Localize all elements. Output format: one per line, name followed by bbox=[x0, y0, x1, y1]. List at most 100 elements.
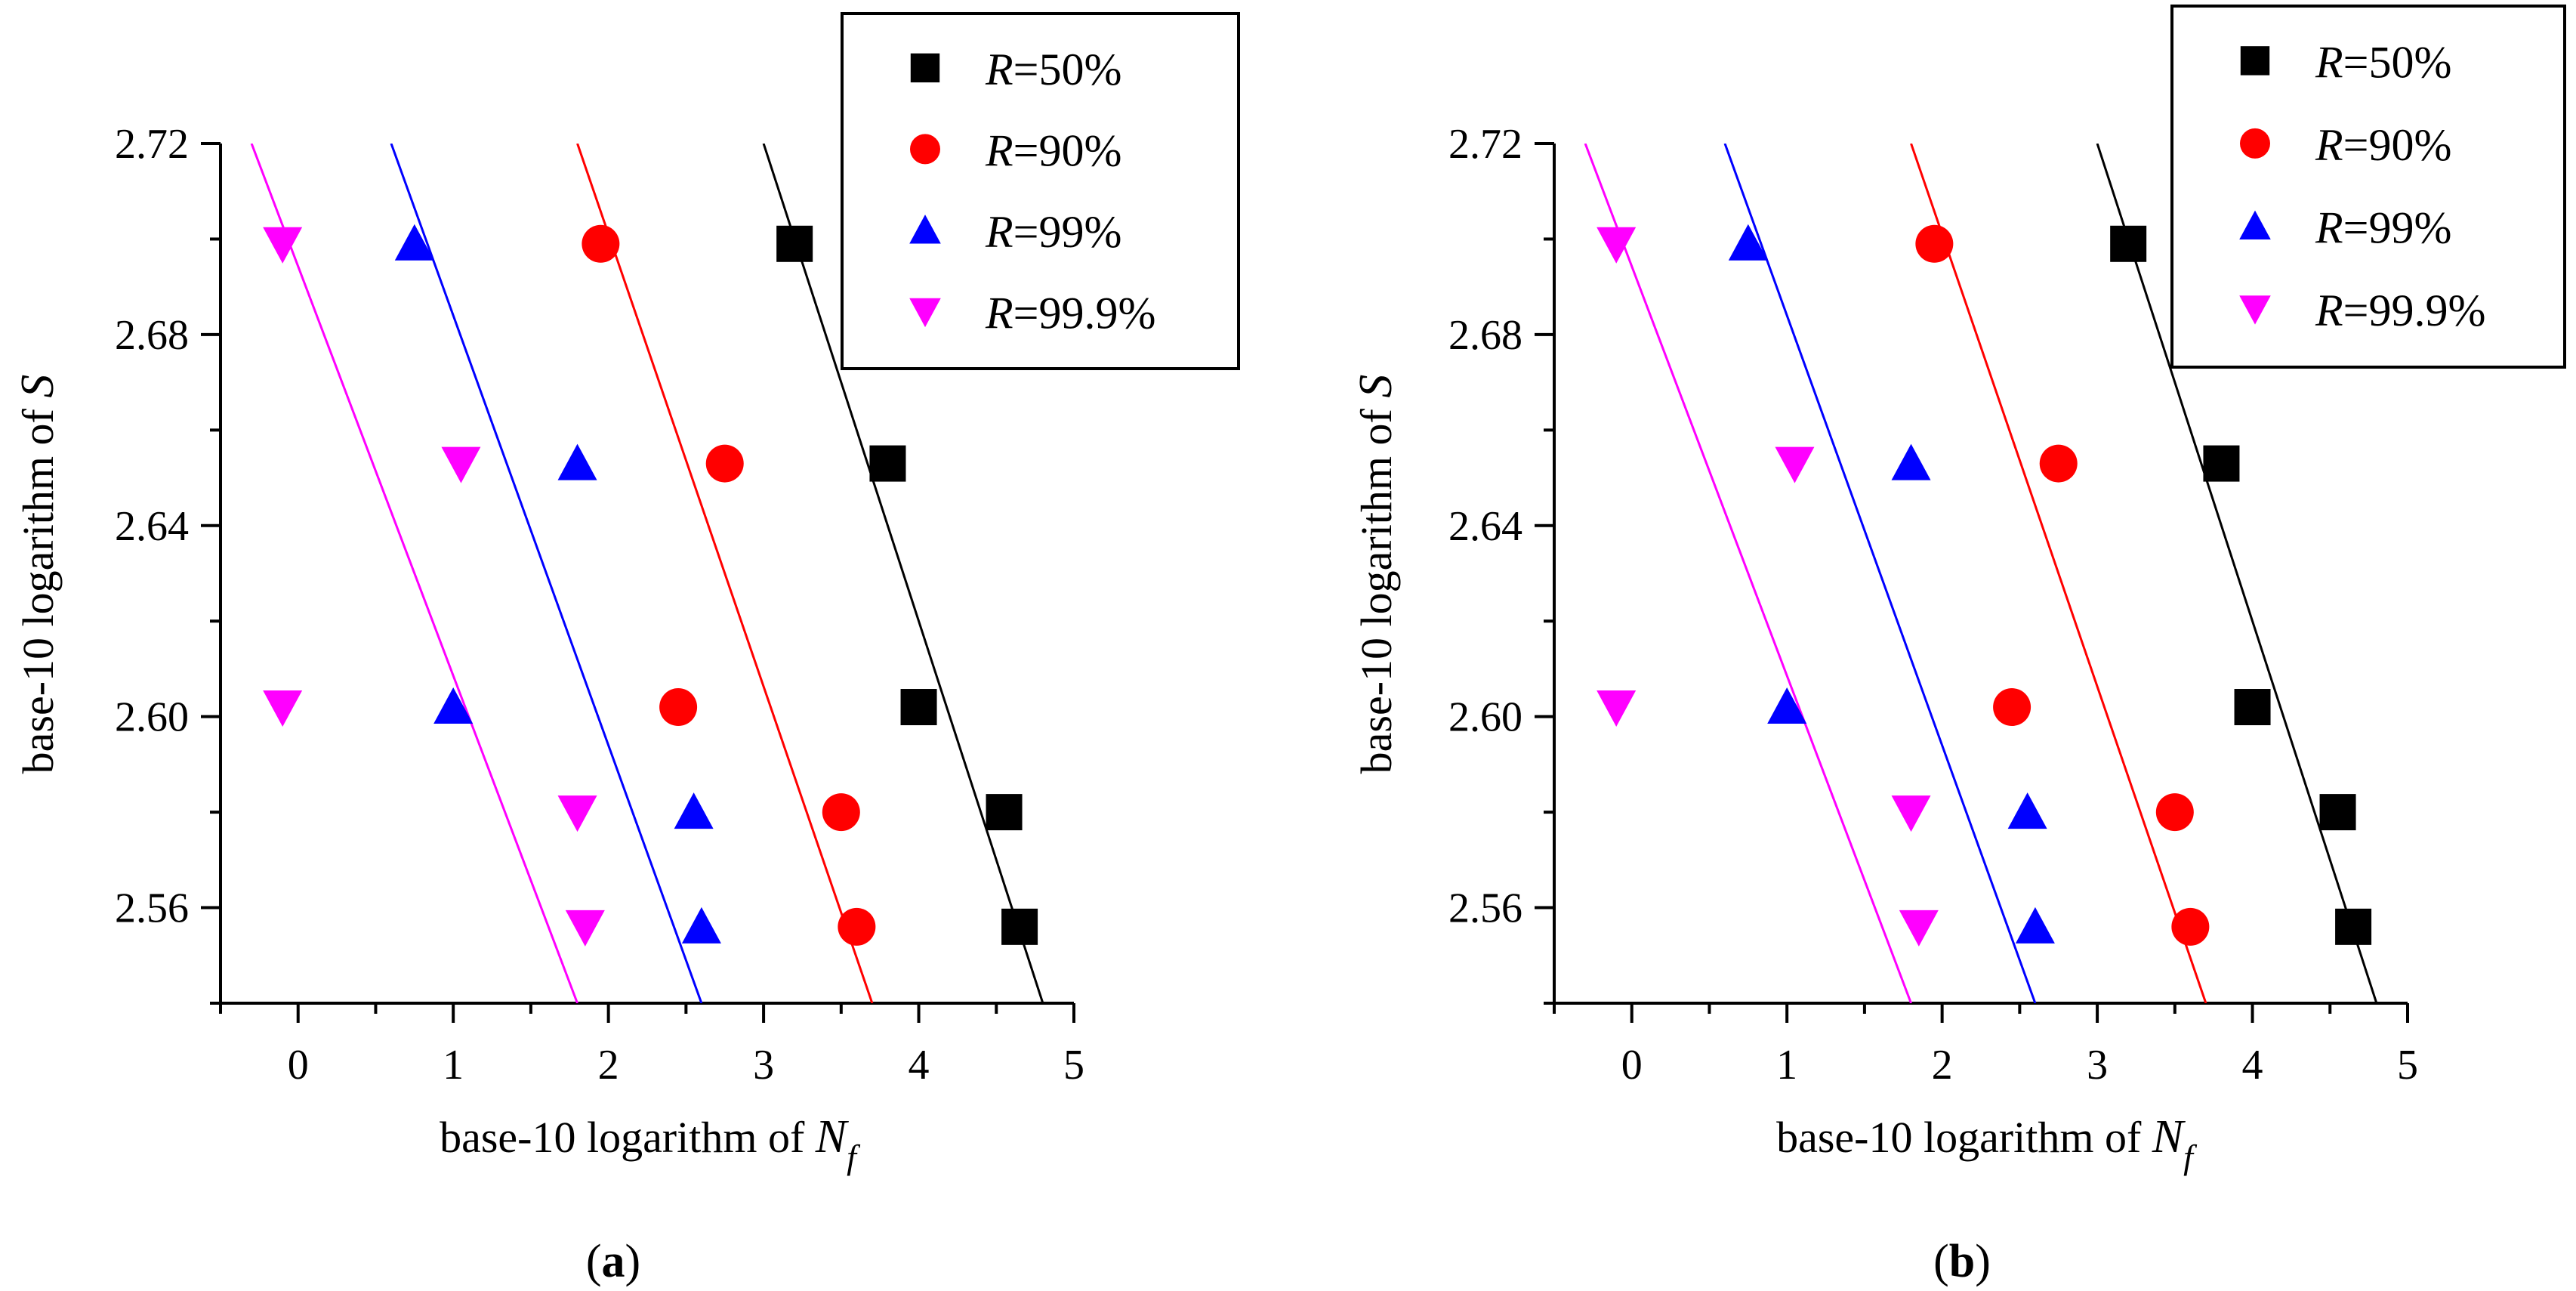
data-point bbox=[441, 446, 481, 483]
legend-symbol bbox=[910, 134, 940, 165]
fit-line-3 bbox=[1584, 144, 1912, 1003]
data-point bbox=[1891, 795, 1931, 832]
panel-label-close: ) bbox=[625, 1236, 641, 1287]
fit-line-0 bbox=[2096, 144, 2378, 1003]
data-point bbox=[2319, 794, 2356, 831]
panel-label: (b) bbox=[1933, 1236, 1991, 1287]
data-point bbox=[681, 906, 721, 944]
data-point bbox=[705, 444, 744, 483]
legend-label-value: =99.9% bbox=[1013, 288, 1156, 338]
data-point bbox=[986, 794, 1023, 831]
x-axis-label-prefix: base-10 logarithm of bbox=[440, 1113, 816, 1162]
legend-frame bbox=[841, 12, 1240, 370]
legend-label-0: R=50% bbox=[985, 45, 1121, 94]
legend-symbol bbox=[2240, 46, 2270, 76]
y-axis-label-var: S bbox=[1350, 375, 1402, 398]
legend-label-var: R bbox=[985, 288, 1013, 338]
y-axis-label: base-10 logarithm of S bbox=[12, 375, 63, 774]
legend-symbol bbox=[909, 298, 941, 328]
series-3 bbox=[1597, 227, 1939, 947]
x-tick-label: 5 bbox=[1063, 1042, 1084, 1089]
data-point bbox=[582, 224, 620, 263]
panel-label-close: ) bbox=[1975, 1236, 1991, 1287]
legend-label-var: R bbox=[985, 45, 1013, 94]
fit-line-0 bbox=[762, 144, 1044, 1003]
series-2 bbox=[394, 224, 721, 944]
data-point bbox=[900, 689, 937, 726]
data-point bbox=[2110, 225, 2147, 262]
data-point bbox=[869, 445, 906, 482]
x-axis-label-sub: f bbox=[847, 1138, 861, 1176]
data-point bbox=[433, 687, 474, 724]
x-tick-label: 3 bbox=[753, 1042, 774, 1089]
x-tick-label: 2 bbox=[1932, 1042, 1953, 1089]
legend-marker-3 bbox=[2239, 295, 2271, 325]
data-point bbox=[2203, 445, 2240, 482]
legend-symbol bbox=[2240, 128, 2270, 159]
y-tick-label: 2.72 bbox=[1448, 121, 1522, 168]
x-axis-label-prefix: base-10 logarithm of bbox=[1776, 1113, 2152, 1162]
legend-marker-2 bbox=[909, 215, 941, 244]
y-tick-label: 2.56 bbox=[1448, 885, 1522, 932]
data-point bbox=[2171, 907, 2210, 946]
legend-label-0: R=50% bbox=[2315, 37, 2451, 87]
series-3 bbox=[263, 227, 605, 947]
data-point bbox=[1728, 224, 1768, 261]
x-axis-label-var: N bbox=[815, 1111, 850, 1163]
panel-label: (a) bbox=[586, 1236, 640, 1287]
legend-label-var: R bbox=[985, 125, 1013, 175]
data-point bbox=[2007, 792, 2047, 829]
legend-symbol bbox=[910, 53, 940, 83]
x-tick-label: 0 bbox=[288, 1042, 309, 1089]
fit-lines bbox=[1584, 144, 2378, 1003]
legend-label-2: R=99% bbox=[2315, 202, 2451, 252]
data-point bbox=[822, 793, 860, 832]
series-0 bbox=[2110, 225, 2372, 945]
y-tick-label: 2.64 bbox=[115, 503, 189, 550]
legend-marker-0 bbox=[2240, 46, 2270, 76]
data-point bbox=[674, 792, 714, 829]
data-point bbox=[557, 795, 597, 832]
legend-label-value: =99% bbox=[1013, 207, 1122, 257]
legend-symbol bbox=[2239, 295, 2271, 325]
y-tick-label: 2.60 bbox=[1448, 694, 1522, 741]
data-point bbox=[565, 910, 605, 947]
legend-label-2: R=99% bbox=[985, 207, 1121, 257]
legend-label-1: R=90% bbox=[2315, 120, 2451, 170]
y-tick-label: 2.56 bbox=[115, 885, 189, 932]
legend-label-value: =99% bbox=[2343, 202, 2452, 252]
data-point bbox=[659, 688, 698, 727]
legend-label-var: R bbox=[2315, 120, 2343, 170]
x-tick-label: 2 bbox=[598, 1042, 619, 1089]
panel-b: 0 1 2 3 4 5 2.56 2.60 2.64 2.68 2.72 base-10 logari… bbox=[1350, 5, 2566, 1287]
legend-label-value: =90% bbox=[2343, 120, 2452, 170]
legend-marker-1 bbox=[910, 134, 940, 165]
legend-label-1: R=90% bbox=[985, 125, 1121, 175]
fit-line-2 bbox=[1723, 144, 2037, 1003]
fit-line-3 bbox=[250, 144, 578, 1003]
fit-lines bbox=[250, 144, 1044, 1003]
legend-marker-1 bbox=[2240, 128, 2270, 159]
data-point bbox=[1993, 688, 2031, 727]
x-tick-label: 5 bbox=[2397, 1042, 2418, 1089]
legend-symbol bbox=[909, 215, 941, 244]
panel-label-letter: b bbox=[1949, 1236, 1975, 1287]
legend-label-3: R=99.9% bbox=[2315, 286, 2485, 335]
x-axis-label-var: N bbox=[2152, 1111, 2186, 1163]
legend-label-3: R=99.9% bbox=[985, 288, 1155, 338]
data-point bbox=[2335, 908, 2372, 945]
x-axis-label-sub: f bbox=[2183, 1138, 2198, 1176]
data-point bbox=[776, 225, 813, 262]
legend-label-value: =99.9% bbox=[2343, 286, 2486, 335]
legend-label-value: =50% bbox=[1013, 45, 1122, 94]
legend-symbol bbox=[2239, 210, 2271, 239]
legend: R=50%R=90%R=99%R=99.9% bbox=[841, 12, 1240, 370]
legend-marker-0 bbox=[910, 53, 940, 83]
data-point bbox=[2015, 906, 2055, 944]
y-tick-label: 2.68 bbox=[115, 312, 189, 359]
legend-label-var: R bbox=[2315, 286, 2343, 335]
legend: R=50%R=90%R=99%R=99.9% bbox=[2170, 5, 2566, 369]
legend-label-var: R bbox=[2315, 202, 2343, 252]
y-axis-label: base-10 logarithm of S bbox=[1350, 375, 1402, 774]
